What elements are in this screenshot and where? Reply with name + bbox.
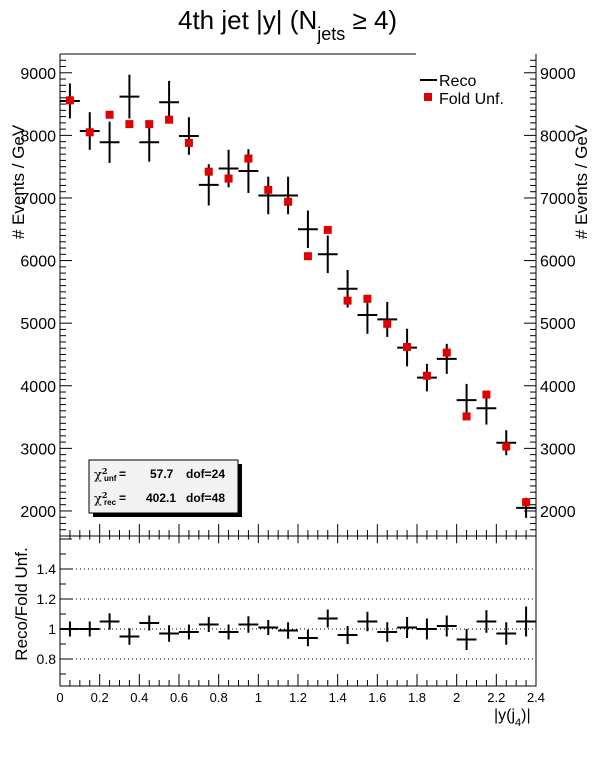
chi2-rec-equals: = <box>119 491 126 505</box>
chart-title: 4th jet |y| (Njets ≥ 4) <box>178 5 397 44</box>
fold-unf-point <box>363 294 372 303</box>
chi2-stats-box: χ2 unf = 57.7 dof=24 χ2 rec = 402.1 dof=… <box>88 459 242 517</box>
fold-unf-point <box>522 498 531 507</box>
chi2-unf-dof: dof=24 <box>186 467 225 481</box>
x-tick-label: 1.6 <box>368 690 386 705</box>
fold-unf-point <box>284 197 293 206</box>
chi2-rec-symbol: χ2 <box>94 490 107 507</box>
fold-unf-point <box>184 138 193 147</box>
x-tick-label: 0.8 <box>210 690 228 705</box>
fold-unf-point <box>105 110 114 119</box>
x-tick-label: 1.4 <box>329 690 347 705</box>
fold-unf-point <box>244 154 253 163</box>
legend: Reco Fold Unf. <box>420 73 504 108</box>
lower-y-tick-label: 1.4 <box>37 561 57 577</box>
fold-unf-point <box>224 174 233 183</box>
upper-right-tick-label: 5000 <box>540 316 576 333</box>
fold-unf-point <box>422 371 431 380</box>
legend-reco-label: Reco <box>439 73 476 90</box>
fold-unf-point <box>85 128 94 137</box>
chi2-rec-dof: dof=48 <box>186 491 225 505</box>
chi2-rec-subscript: rec <box>104 498 117 507</box>
upper-right-tick-label: 6000 <box>540 254 576 271</box>
upper-right-tick-label: 9000 <box>540 66 576 83</box>
legend-fold-marker <box>424 93 432 101</box>
fold-unf-point <box>502 442 511 451</box>
upper-right-tick-label: 2000 <box>540 504 576 521</box>
x-tick-label: 1.2 <box>289 690 307 705</box>
fold-unf-point <box>165 115 174 124</box>
fold-unf-point <box>343 296 352 305</box>
upper-y-label-right: # Events / GeV <box>572 124 591 239</box>
fold-unf-point <box>482 390 491 399</box>
chi2-unf-symbol: χ2 <box>94 466 107 483</box>
chi2-unf-subscript: unf <box>104 474 117 483</box>
lower-y-tick-label: 1 <box>48 621 56 637</box>
upper-left-tick-label: 7000 <box>20 191 56 208</box>
upper-left-tick-label: 8000 <box>20 128 56 145</box>
upper-y-label-left: # Events / GeV <box>9 124 28 239</box>
fold-unf-point <box>403 342 412 351</box>
x-tick-label: 0.4 <box>130 690 148 705</box>
x-tick-label: 0.6 <box>170 690 188 705</box>
lower-panel: 0 0.2 0.4 0.6 0.8 1 1.2 1.4 1.6 1.8 2 2.2 2.4 0.8 1 1.2… <box>37 535 545 705</box>
lower-y-tick-label: 1.2 <box>37 591 57 607</box>
x-tick-label: 0.2 <box>91 690 109 705</box>
fold-unf-point <box>303 252 312 261</box>
upper-left-tick-label: 9000 <box>20 66 56 83</box>
x-tick-label: 0 <box>56 690 63 705</box>
upper-right-tick-label: 4000 <box>540 379 576 396</box>
fold-unf-point <box>462 412 471 421</box>
fold-unf-point <box>264 185 273 194</box>
fold-unf-point <box>383 319 392 328</box>
upper-panel: 2000 2000 3000 3000 4000 4000 5000 5000 6000 6000… <box>20 53 576 537</box>
fold-unf-point <box>65 96 74 105</box>
upper-left-tick-label: 5000 <box>20 316 56 333</box>
upper-left-tick-label: 2000 <box>20 504 56 521</box>
x-tick-label: 2.4 <box>527 690 545 705</box>
fold-unf-point <box>442 348 451 357</box>
fold-unf-point <box>323 225 332 234</box>
upper-right-tick-label: 8000 <box>540 128 576 145</box>
lower-y-label: Reco/Fold Unf. <box>12 547 31 660</box>
chi2-unf-equals: = <box>119 467 126 481</box>
x-tick-label: 2.2 <box>487 690 505 705</box>
fold-unf-point <box>145 120 154 129</box>
upper-right-tick-label: 7000 <box>540 191 576 208</box>
stats-box <box>88 459 239 514</box>
upper-right-tick-label: 3000 <box>540 441 576 458</box>
x-tick-label: 2 <box>453 690 460 705</box>
upper-left-tick-label: 3000 <box>20 441 56 458</box>
lower-frame <box>59 535 537 687</box>
fold-unf-point <box>204 167 213 176</box>
x-axis-label: |y(j4)| <box>494 707 531 729</box>
fold-unf-point <box>125 120 134 129</box>
x-tick-label: 1 <box>255 690 262 705</box>
legend-fold-label: Fold Unf. <box>439 91 504 108</box>
upper-left-tick-label: 4000 <box>20 379 56 396</box>
chi2-unf-value: 57.7 <box>150 467 174 481</box>
chi2-rec-value: 402.1 <box>146 491 176 505</box>
lower-y-tick-label: 0.8 <box>37 651 57 667</box>
upper-left-tick-label: 6000 <box>20 254 56 271</box>
x-tick-label: 1.8 <box>408 690 426 705</box>
